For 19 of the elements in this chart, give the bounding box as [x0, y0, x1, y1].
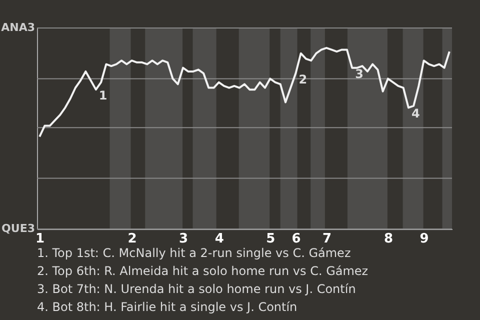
text: 2. Top 6th: R. Almeida hit a solo home run vs C. Gámez [37, 264, 368, 278]
text: 3. Bot 7th: N. Urenda hit a solo home run vs J. Contín [37, 282, 356, 296]
text: 1. Top 1st: C. McNally hit a 2-run single vs C. Gámez [37, 246, 351, 260]
x-tick-label: 6 [292, 232, 301, 246]
annotation: 3 [355, 66, 364, 81]
annotation: 1 [98, 88, 108, 103]
annotation: 2 [298, 72, 308, 86]
x-tick-label: 4 [214, 232, 224, 246]
x-tick-label: 8 [384, 232, 393, 246]
x-tick-label: 1 [36, 232, 45, 246]
x-tick-label: 9 [420, 232, 429, 246]
x-tick-label: 5 [266, 232, 276, 246]
x-tick-label: 3 [178, 232, 188, 246]
ref-line-label: ANA3 [1, 21, 35, 34]
x-tick-label: 7 [322, 232, 332, 246]
x-tick-label: 2 [128, 232, 137, 246]
ref-line-label: QUE3 [2, 222, 35, 235]
annotation: 4 [411, 106, 420, 121]
text: 4. Bot 8th: H. Fairlie hit a single vs J. Contín [37, 300, 298, 314]
